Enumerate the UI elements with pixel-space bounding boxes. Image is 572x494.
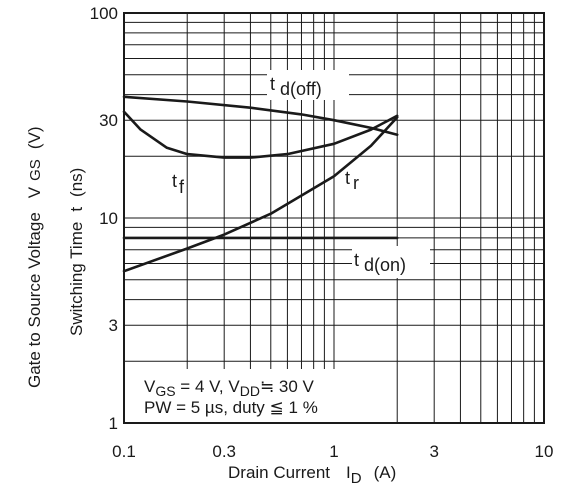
series-layer bbox=[122, 95, 399, 273]
series-label-td-on: t d(on) bbox=[354, 250, 406, 275]
y-axis-title-inner: Switching Timet(ns) bbox=[67, 168, 86, 336]
y-tick-label: 1 bbox=[109, 414, 118, 433]
conditions-box bbox=[138, 369, 392, 422]
x-tick-label: 1 bbox=[329, 442, 338, 461]
plot-frame bbox=[123, 12, 545, 424]
series-line-tr bbox=[122, 116, 399, 273]
label-bg-td-off bbox=[267, 70, 349, 100]
conditions-line-2: PW = 5 µs, duty ≦ 1 % bbox=[144, 398, 318, 417]
y-tick-labels: 1 3 10 30 100 bbox=[90, 4, 118, 433]
series-line-tf bbox=[122, 110, 399, 159]
y-tick-label: 3 bbox=[109, 316, 118, 335]
x-tick-label: 3 bbox=[429, 442, 438, 461]
y-axis-title-outer: Gate to Source VoltageVGS(V) bbox=[25, 127, 44, 389]
y-tick-label: 100 bbox=[90, 4, 118, 23]
x-tick-label: 0.1 bbox=[112, 442, 136, 461]
y-tick-label: 10 bbox=[99, 209, 118, 228]
x-axis-title: Drain Current ID (A) bbox=[228, 463, 396, 487]
x-tick-label: 10 bbox=[535, 442, 554, 461]
y-tick-label: 30 bbox=[99, 111, 118, 130]
x-tick-label: 0.3 bbox=[212, 442, 236, 461]
label-bg-td-on bbox=[352, 246, 430, 278]
x-tick-labels: 0.1 0.3 1 3 10 bbox=[112, 442, 553, 461]
conditions-line-1: VGS = 4 V, VDD≒ 30 V bbox=[144, 377, 315, 399]
series-line-tdoff bbox=[122, 95, 399, 136]
series-label-td-off: t d(off) bbox=[270, 74, 322, 99]
